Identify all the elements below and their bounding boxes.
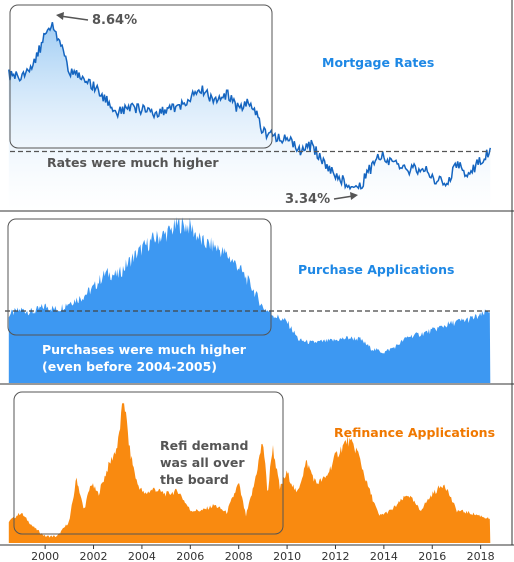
refi-note-line3: the board <box>160 472 229 487</box>
low-rate-arrow <box>333 192 358 200</box>
mortgage-rate-area <box>8 22 491 211</box>
x-tick-label: 2002 <box>80 550 108 562</box>
refinance-applications-title: Refinance Applications <box>334 425 495 440</box>
mortgage-rates-title: Mortgage Rates <box>322 55 434 70</box>
x-axis: 2000 2002 2004 2006 2008 2010 2012 2014 2016 2018 <box>31 545 495 562</box>
x-tick-label: 2012 <box>321 550 349 562</box>
rates-note: Rates were much higher <box>47 155 219 170</box>
purchase-note-line2: (even before 2004-2005) <box>42 359 217 374</box>
high-rate-arrow <box>56 12 89 21</box>
x-tick-label: 2014 <box>370 550 398 562</box>
x-tick-label: 2018 <box>467 550 495 562</box>
rate-highlight-box <box>9 4 273 149</box>
x-tick-label: 2000 <box>31 550 59 562</box>
purchase-highlight-box <box>7 218 272 336</box>
refi-note-line2: was all over <box>160 455 245 470</box>
refi-highlight-box <box>13 391 284 535</box>
purchase-applications-panel: Purchase Applications Purchases were muc… <box>5 217 491 383</box>
purchase-applications-area <box>8 217 491 383</box>
x-tick-label: 2006 <box>176 550 204 562</box>
x-tick-label: 2004 <box>128 550 156 562</box>
purchase-applications-title: Purchase Applications <box>298 262 454 277</box>
x-tick-label: 2016 <box>418 550 446 562</box>
mortgage-rate-line <box>8 22 492 191</box>
mortgage-rates-panel: Mortgage Rates 8.64% 3.34% Rates were mu… <box>8 4 492 211</box>
high-rate-label: 8.64% <box>92 13 137 28</box>
refinance-applications-panel: Refinance Applications Refi demand was a… <box>8 391 495 543</box>
low-rate-label: 3.34% <box>285 192 330 207</box>
purchase-note-line1: Purchases were much higher <box>42 342 247 357</box>
x-tick-label: 2010 <box>273 550 301 562</box>
x-tick-label: 2008 <box>225 550 253 562</box>
refi-note-line1: Refi demand <box>160 438 248 453</box>
refinance-applications-area <box>8 402 491 543</box>
